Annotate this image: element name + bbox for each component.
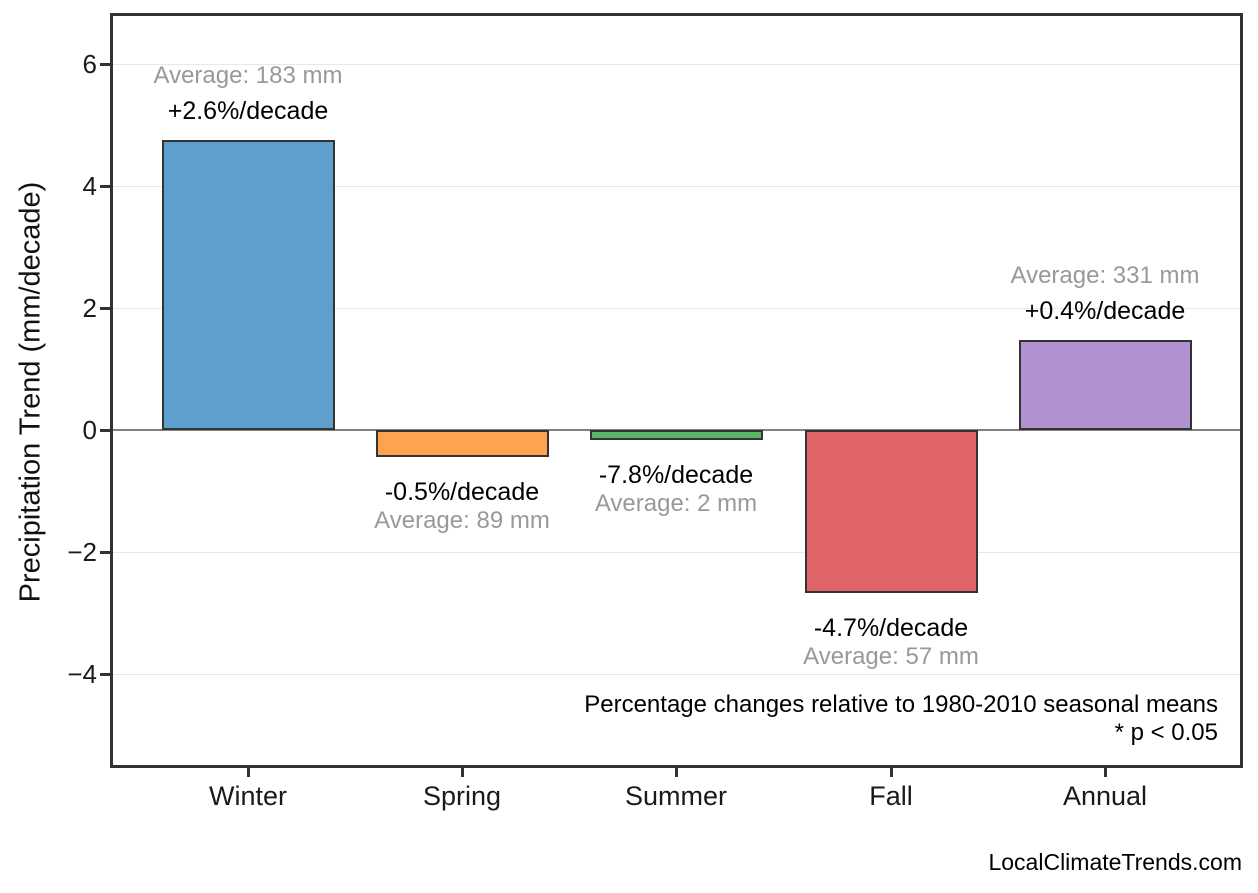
x-axis-tick-fall xyxy=(890,768,893,777)
bar-label-average-fall: Average: 57 mm xyxy=(803,643,979,671)
y-axis-tick-0 xyxy=(100,429,110,432)
x-tick-label-fall: Fall xyxy=(869,781,913,811)
y-axis-tick-2 xyxy=(100,307,110,310)
bar-label-average-spring: Average: 89 mm xyxy=(374,507,550,535)
y-tick-label--2: −2 xyxy=(67,537,97,567)
y-tick-label-6: 6 xyxy=(82,49,97,79)
y-tick-label-4: 4 xyxy=(82,171,97,201)
gridline-6 xyxy=(113,63,1240,65)
bar-label-average-summer: Average: 2 mm xyxy=(594,489,758,517)
y-axis-tick--4 xyxy=(100,673,110,676)
x-tick-label-annual: Annual xyxy=(1062,781,1148,811)
x-axis-tick-summer xyxy=(675,768,678,777)
y-axis-tick--2 xyxy=(100,551,110,554)
bar-summer xyxy=(589,430,763,440)
watermark-text: LocalClimateTrends.com xyxy=(988,849,1242,875)
bar-label-percent-fall: -4.7%/decade xyxy=(813,614,969,643)
bar-winter xyxy=(161,139,335,430)
bar-label-percent-winter: +2.6%/decade xyxy=(167,96,329,125)
bar-label-average-winter: Average: 183 mm xyxy=(153,61,343,89)
x-axis-tick-spring xyxy=(461,768,464,777)
x-axis-tick-winter xyxy=(247,768,250,777)
bar-label-percent-annual: +0.4%/decade xyxy=(1024,296,1186,325)
gridline--2 xyxy=(113,551,1240,553)
x-tick-label-summer: Summer xyxy=(624,781,727,811)
y-tick-label-0: 0 xyxy=(82,415,97,445)
bar-label-average-annual: Average: 331 mm xyxy=(1010,261,1200,289)
bar-fall xyxy=(804,430,978,594)
bar-spring xyxy=(375,430,549,458)
x-tick-label-winter: Winter xyxy=(208,781,287,811)
y-tick-label--4: −4 xyxy=(67,659,97,689)
gridline-2 xyxy=(113,307,1240,309)
footnote-significance: * p < 0.05 xyxy=(1114,719,1218,746)
bar-annual xyxy=(1018,339,1192,430)
x-axis-tick-annual xyxy=(1104,768,1107,777)
plot-area: +2.6%/decade Average: 183 mm -0.5%/decade A… xyxy=(110,13,1243,768)
gridline-4 xyxy=(113,185,1240,187)
y-axis-tick-6 xyxy=(100,63,110,66)
x-tick-label-spring: Spring xyxy=(422,781,502,811)
bar-label-percent-spring: -0.5%/decade xyxy=(384,478,540,507)
y-axis-tick-4 xyxy=(100,185,110,188)
footnote-percent-basis: Percentage changes relative to 1980-2010… xyxy=(584,691,1218,718)
gridline--4 xyxy=(113,673,1240,675)
bar-label-percent-summer: -7.8%/decade xyxy=(598,460,754,489)
y-tick-label-2: 2 xyxy=(82,293,97,323)
